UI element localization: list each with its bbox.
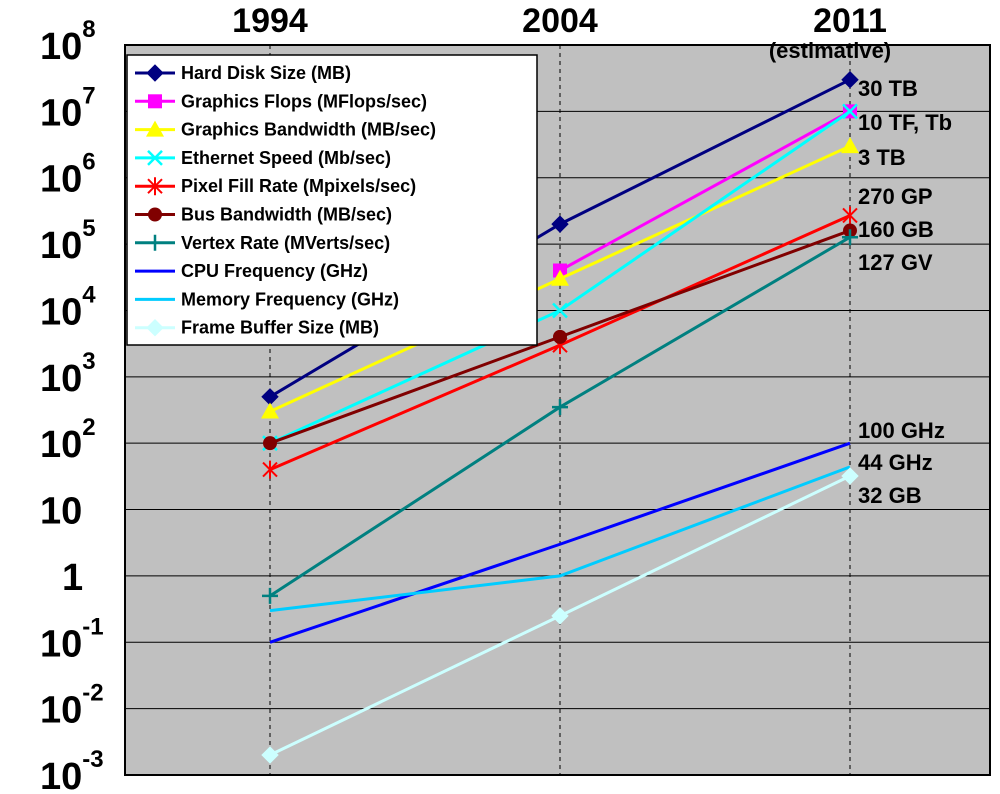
legend-item: Ethernet Speed (Mb/sec) [135, 148, 391, 168]
data-point [261, 746, 279, 764]
data-label: 30 TB [858, 76, 918, 101]
data-label: 44 GHz [858, 450, 933, 475]
y-tick-label: 104 [40, 281, 96, 333]
series-3 [261, 137, 859, 419]
legend-item: CPU Frequency (GHz) [135, 261, 368, 281]
legend-item: Hard Disk Size (MB) [135, 63, 351, 83]
y-axis-ticks: 10-3 10-2 10-1 1 10 102 103 104 105 106 107 108 [40, 16, 104, 794]
legend-label: Frame Buffer Size (MB) [181, 318, 379, 338]
legend-marker [148, 207, 162, 222]
data-point [842, 206, 858, 225]
data-label: 10 TF, Tb [858, 110, 952, 135]
series-8 [269, 441, 851, 644]
series-9 [269, 465, 851, 613]
y-tick-label: 10 [40, 491, 82, 533]
series-10 [261, 467, 859, 764]
data-label: 32 GB [858, 483, 922, 508]
legend-label: Graphics Bandwidth (MB/sec) [181, 120, 436, 140]
legend-marker [146, 318, 164, 337]
legend-label: Memory Frequency (GHz) [181, 289, 399, 309]
data-point [842, 229, 858, 246]
legend-item: Frame Buffer Size (MB) [135, 318, 379, 338]
data-point [261, 402, 279, 419]
y-tick-label: 107 [40, 82, 96, 134]
data-label: 100 GHz [858, 418, 945, 443]
legend-marker [147, 234, 163, 251]
x-tick-note: (estimative) [769, 38, 891, 63]
legend-label: CPU Frequency (GHz) [181, 261, 368, 281]
data-point [262, 460, 278, 479]
legend-box [126, 54, 538, 346]
data-point [551, 269, 569, 286]
data-label: 127 GV [858, 250, 933, 275]
legend-item: Graphics Flops (MFlops/sec) [135, 91, 427, 111]
data-point [553, 329, 567, 344]
data-point [552, 302, 568, 319]
y-tick-label: 10-2 [40, 680, 104, 732]
data-point [263, 436, 277, 451]
data-label: 270 GP [858, 184, 933, 209]
series-line [269, 441, 851, 644]
y-tick-label: 1 [62, 557, 83, 599]
legend-item: Graphics Bandwidth (MB/sec) [135, 120, 436, 140]
series-line [269, 465, 851, 613]
data-point [842, 103, 858, 120]
legend-marker [147, 150, 163, 166]
legend-label: Bus Bandwidth (MB/sec) [181, 205, 392, 225]
data-point [551, 607, 569, 625]
data-point [841, 137, 859, 154]
legend-marker [146, 120, 164, 137]
legend-marker [147, 177, 163, 196]
y-tick-label: 105 [40, 215, 96, 267]
x-tick-label: 2004 [522, 2, 598, 40]
x-axis-ticks: 1994 2004 2011(estimative) [232, 2, 891, 63]
y-tick-label: 106 [40, 149, 96, 201]
x-tick-label: 1994 [232, 2, 308, 40]
legend-marker [146, 64, 164, 82]
legend-item: Memory Frequency (GHz) [135, 289, 399, 309]
legend-marker [148, 94, 162, 109]
legend-label: Hard Disk Size (MB) [181, 63, 351, 83]
series-line [559, 110, 851, 272]
legend-label: Ethernet Speed (Mb/sec) [181, 148, 391, 168]
legend-label: Pixel Fill Rate (Mpixels/sec) [181, 176, 416, 196]
y-tick-label: 108 [40, 16, 96, 68]
data-point [841, 467, 859, 485]
y-tick-label: 103 [40, 348, 96, 400]
y-tick-label: 102 [40, 414, 96, 466]
data-label: 160 GB [858, 217, 934, 242]
y-tick-label: 10-1 [40, 613, 104, 665]
legend-label: Vertex Rate (MVerts/sec) [181, 233, 390, 253]
legend-label: Graphics Flops (MFlops/sec) [181, 91, 427, 111]
annotations: 30 TB 10 TF, Tb 3 TB 270 GP 160 GB 127 GV 100 … [858, 76, 952, 508]
x-tick-label: 2011 [813, 2, 887, 40]
legend: Hard Disk Size (MB) Graphics Flops (MFlop… [126, 54, 538, 346]
legend-item: Bus Bandwidth (MB/sec) [135, 205, 392, 225]
data-point [552, 399, 568, 416]
data-label: 3 TB [858, 145, 906, 170]
y-tick-label: 10-3 [40, 746, 104, 794]
legend-item: Vertex Rate (MVerts/sec) [135, 233, 390, 253]
data-point [841, 70, 859, 89]
series-7 [262, 229, 858, 604]
data-point [551, 215, 569, 233]
legend-item: Pixel Fill Rate (Mpixels/sec) [135, 176, 416, 196]
data-point [262, 587, 278, 604]
